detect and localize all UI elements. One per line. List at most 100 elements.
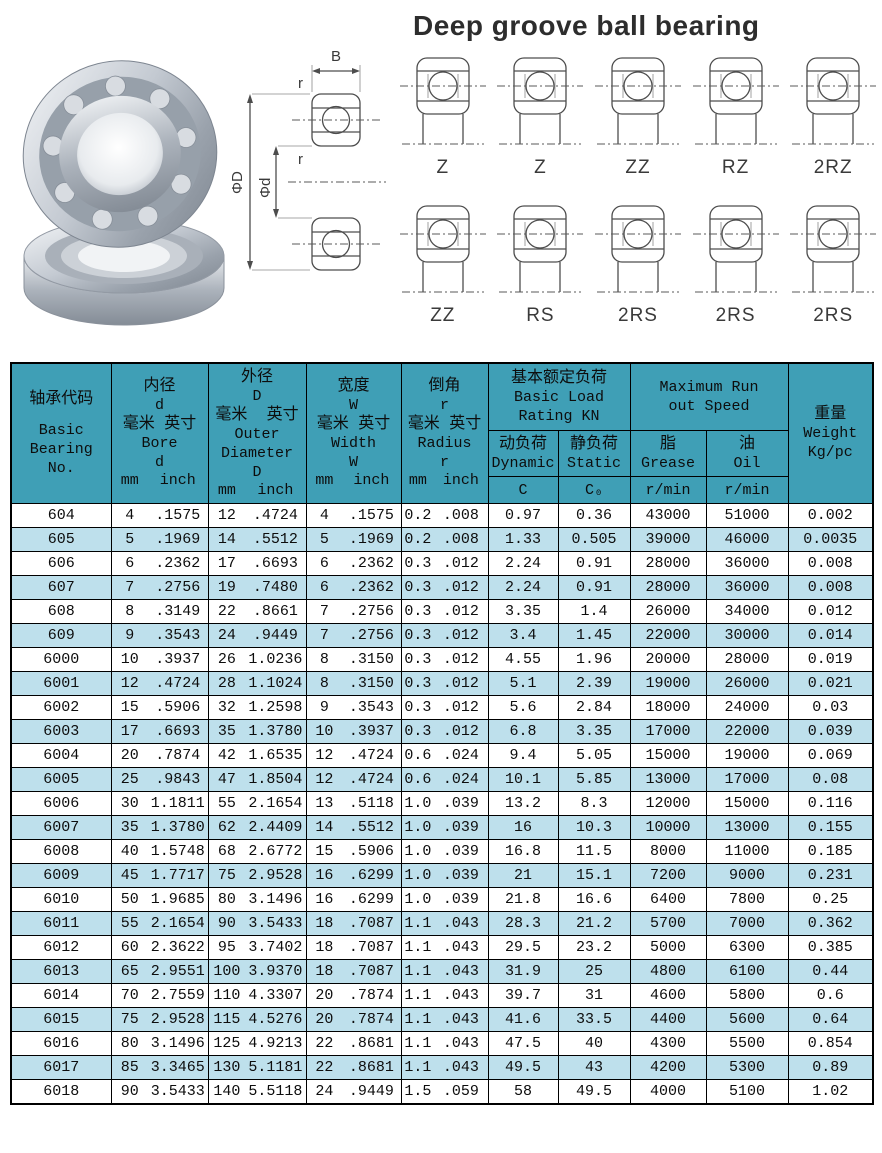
variant-label: 2RS: [715, 305, 756, 326]
cell-bore: 30 1.1811: [110, 791, 209, 816]
cell-dynamic-load: 39.7: [487, 983, 559, 1008]
cell-dynamic-load: 21: [487, 863, 559, 888]
cell-oil-speed: 5100: [705, 1079, 789, 1104]
cell-static-load: 49.5: [557, 1079, 631, 1104]
cell-dynamic-load: 13.2: [487, 791, 559, 816]
table-row: 604 4.1575 12.4724 4.1575 0.2.008 0.97 0.36 430…: [10, 503, 874, 528]
cell-static-load: 0.36: [557, 503, 631, 528]
cell-width: 12.4724: [305, 743, 402, 768]
cell-weight: 0.64: [787, 1007, 874, 1032]
cell-static-load: 10.3: [557, 815, 631, 840]
cell-width: 4.1575: [305, 503, 402, 528]
cell-outer-diameter: 62 2.4409: [207, 815, 307, 840]
cell-dynamic-load: 2.24: [487, 551, 559, 576]
cell-radius: 1.1.043: [400, 935, 489, 960]
cell-bearing-no: 6013: [10, 959, 112, 984]
table-row: 6018 90 3.5433 140 5.5118 24.9449 1.5.059 58 49.…: [10, 1079, 874, 1104]
cell-width: 14.5512: [305, 815, 402, 840]
variant-label: ZZ: [430, 305, 456, 326]
cell-weight: 0.854: [787, 1031, 874, 1056]
cell-weight: 0.03: [787, 695, 874, 720]
cell-bore: 40 1.5748: [110, 839, 209, 864]
cell-radius: 0.2.008: [400, 503, 489, 528]
cell-weight: 0.012: [787, 599, 874, 624]
cell-grease-speed: 15000: [629, 743, 707, 768]
cell-bearing-no: 6014: [10, 983, 112, 1008]
table-row: 6013 65 2.9551 100 3.9370 18.7087 1.1.043 31.9 2…: [10, 959, 874, 984]
cell-bearing-no: 607: [10, 575, 112, 600]
cell-dynamic-load: 10.1: [487, 767, 559, 792]
dim-label-r-mid: r: [298, 151, 303, 168]
cell-dynamic-load: 0.97: [487, 503, 559, 528]
cell-static-load: 2.39: [557, 671, 631, 696]
cell-outer-diameter: 32 1.2598: [207, 695, 307, 720]
cell-outer-diameter: 47 1.8504: [207, 767, 307, 792]
variant-diagram: [790, 205, 877, 293]
col-header-bearing-no: 轴承代码 Basic Bearing No.: [10, 362, 112, 504]
cell-dynamic-load: 21.8: [487, 887, 559, 912]
table-row: 6014 70 2.7559 110 4.3307 20.7874 1.1.043 39.7 3…: [10, 983, 874, 1008]
cell-weight: 0.155: [787, 815, 874, 840]
cell-radius: 0.3.012: [400, 551, 489, 576]
cell-bore: 6.2362: [110, 551, 209, 576]
unit-grease-speed: r/min: [629, 476, 707, 504]
cell-bore: 15.5906: [110, 695, 209, 720]
cell-width: 15.5906: [305, 839, 402, 864]
cell-grease-speed: 43000: [629, 503, 707, 528]
cell-dynamic-load: 29.5: [487, 935, 559, 960]
cell-grease-speed: 18000: [629, 695, 707, 720]
cell-width: 12.4724: [305, 767, 402, 792]
unit-dynamic-load: C: [487, 476, 559, 504]
cell-bearing-no: 604: [10, 503, 112, 528]
cell-grease-speed: 6400: [629, 887, 707, 912]
table-row: 609 9.3543 24.9449 7.2756 0.3.012 3.4 1.45 2200…: [10, 623, 874, 648]
cell-oil-speed: 34000: [705, 599, 789, 624]
cell-bearing-no: 6017: [10, 1055, 112, 1080]
cell-bearing-no: 6009: [10, 863, 112, 888]
cell-weight: 0.002: [787, 503, 874, 528]
cell-bore: 50 1.9685: [110, 887, 209, 912]
table-row: 6003 17.6693 35 1.3780 10.3937 0.3.012 6.8 3.35…: [10, 719, 874, 744]
cell-grease-speed: 5000: [629, 935, 707, 960]
cell-bearing-no: 6007: [10, 815, 112, 840]
cell-outer-diameter: 115 4.5276: [207, 1007, 307, 1032]
cell-outer-diameter: 100 3.9370: [207, 959, 307, 984]
cell-bearing-no: 606: [10, 551, 112, 576]
cell-radius: 1.0.039: [400, 887, 489, 912]
cell-width: 16.6299: [305, 863, 402, 888]
cell-dynamic-load: 47.5: [487, 1031, 559, 1056]
cell-static-load: 0.91: [557, 575, 631, 600]
variant-cell: 2RZ: [784, 52, 882, 200]
cell-bearing-no: 6016: [10, 1031, 112, 1056]
cell-width: 22.8681: [305, 1031, 402, 1056]
cell-static-load: 43: [557, 1055, 631, 1080]
cell-radius: 1.0.039: [400, 815, 489, 840]
cell-oil-speed: 15000: [705, 791, 789, 816]
cell-bearing-no: 6012: [10, 935, 112, 960]
variant-grid: Z Z ZZ RZ 2RZ ZZ RS 2RS 2RS 2RS: [394, 52, 882, 348]
cell-bore: 55 2.1654: [110, 911, 209, 936]
cell-dynamic-load: 5.1: [487, 671, 559, 696]
cell-oil-speed: 5800: [705, 983, 789, 1008]
variant-cell: Z: [394, 52, 492, 200]
cell-grease-speed: 4600: [629, 983, 707, 1008]
cell-dynamic-load: 31.9: [487, 959, 559, 984]
cell-oil-speed: 36000: [705, 575, 789, 600]
col-group-basic-load-rating: 基本额定负荷 Basic Load Rating KN: [487, 362, 631, 431]
cell-static-load: 0.91: [557, 551, 631, 576]
variant-diagram: [594, 57, 681, 145]
col-header-dynamic-load: 动负荷 Dynamic: [487, 430, 559, 477]
cell-radius: 1.1.043: [400, 1055, 489, 1080]
cell-outer-diameter: 55 2.1654: [207, 791, 307, 816]
cell-bore: 17.6693: [110, 719, 209, 744]
col-group-max-runout-speed: Maximum Run out Speed: [629, 362, 789, 431]
cell-grease-speed: 13000: [629, 767, 707, 792]
variant-label: RS: [526, 305, 555, 326]
cell-width: 8.3150: [305, 671, 402, 696]
cell-outer-diameter: 24.9449: [207, 623, 307, 648]
cell-width: 6.2362: [305, 551, 402, 576]
variant-label: RZ: [721, 157, 750, 178]
cell-bore: 80 3.1496: [110, 1031, 209, 1056]
cell-radius: 0.3.012: [400, 695, 489, 720]
cell-bore: 60 2.3622: [110, 935, 209, 960]
